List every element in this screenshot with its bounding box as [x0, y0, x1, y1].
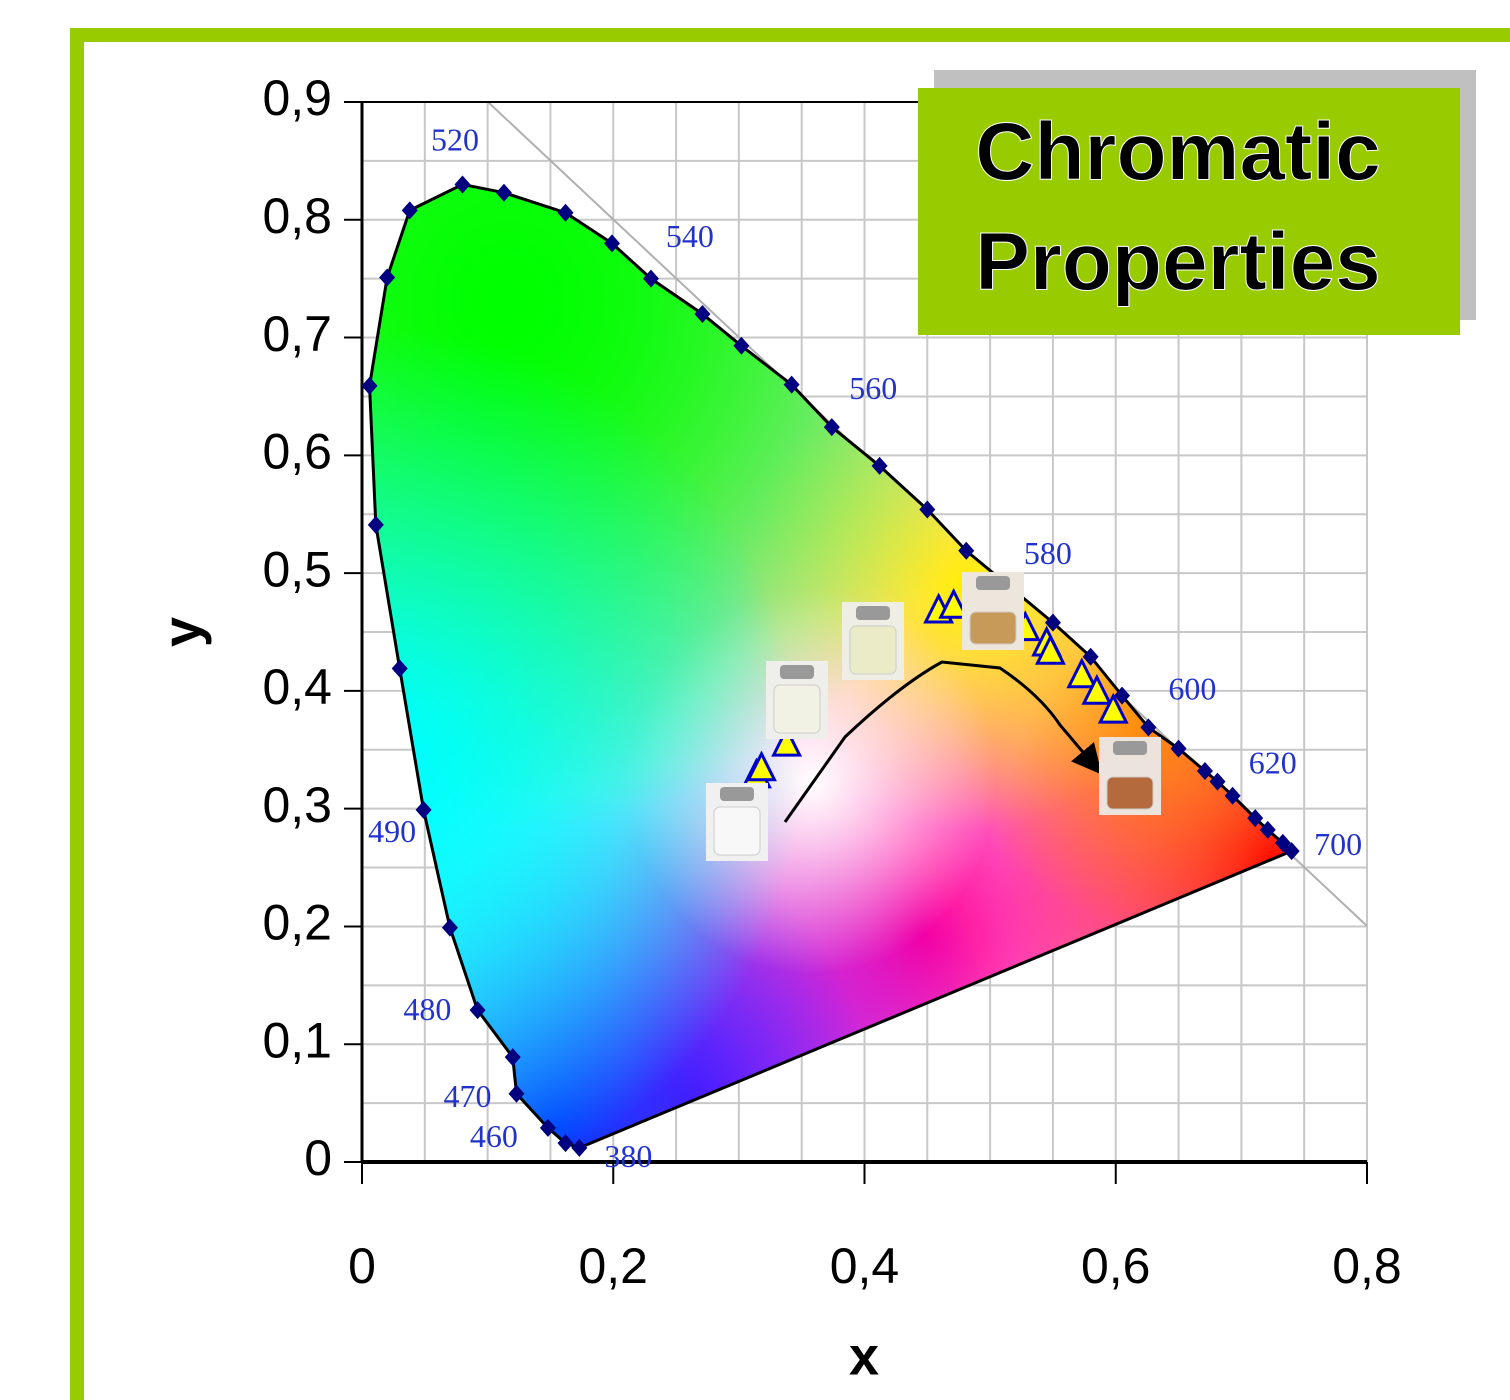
wavelength-label: 460 [470, 1118, 518, 1154]
wavelength-label: 540 [666, 218, 714, 254]
x-axis-label: x [849, 1326, 879, 1386]
x-tick-label: 0,2 [578, 1238, 648, 1294]
wavelength-label: 600 [1168, 670, 1216, 706]
y-tick-label: 0,2 [262, 895, 332, 951]
wavelength-label: 560 [849, 370, 897, 406]
y-tick-label: 0,5 [262, 541, 332, 597]
wavelength-label: 700 [1314, 826, 1362, 862]
title-box: Chromatic Properties [918, 70, 1476, 335]
chart-title: Chromatic [975, 107, 1381, 198]
chart-title: Properties [975, 217, 1381, 308]
y-tick-label: 0,1 [262, 1012, 332, 1068]
wavelength-label: 470 [444, 1078, 492, 1114]
wavelength-label: 480 [403, 991, 451, 1027]
y-tick-label: 0,7 [262, 306, 332, 362]
x-tick-label: 0 [348, 1238, 376, 1294]
x-tick-label: 0,6 [1081, 1238, 1151, 1294]
page: 0 0,2 0,4 0,6 0,8 0 0,1 0,2 0,3 0,4 0,5 0,6 0,7 0,8 0,… [0, 0, 1510, 1400]
y-tick-label: 0,4 [262, 659, 332, 715]
y-tick-label: 0,8 [262, 188, 332, 244]
y-tick-label: 0,3 [262, 777, 332, 833]
y-tick-label: 0 [304, 1130, 332, 1186]
y-axis-label: y [152, 617, 212, 647]
y-tick-label: 0,6 [262, 424, 332, 480]
wavelength-label: 490 [368, 813, 416, 849]
wavelength-label: 380 [604, 1138, 652, 1174]
wavelength-label: 520 [431, 122, 479, 158]
chart: 0 0,2 0,4 0,6 0,8 0 0,1 0,2 0,3 0,4 0,5 0,6 0,7 0,8 0,… [0, 0, 1510, 1400]
wavelength-label: 580 [1024, 535, 1072, 571]
wavelength-label: 620 [1249, 745, 1297, 781]
x-tick-label: 0,8 [1332, 1238, 1402, 1294]
x-tick-label: 0,4 [830, 1238, 900, 1294]
y-tick-label: 0,9 [262, 70, 332, 126]
